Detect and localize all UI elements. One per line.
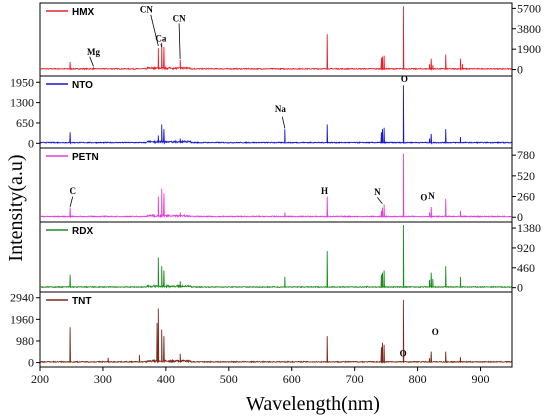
y-tick-label: 0 xyxy=(517,281,523,295)
y-tick-label: 3800 xyxy=(517,22,541,36)
panel-nto: NTO 0 650 1300 1950 Na O xyxy=(10,74,513,150)
x-tick-label: 500 xyxy=(220,372,238,386)
annotation-pointer xyxy=(150,14,159,47)
peak-annotation: C xyxy=(69,186,76,196)
peak-annotation: H xyxy=(321,186,328,196)
peak-annotation: O xyxy=(420,193,427,203)
y-tick-label: 1380 xyxy=(517,221,541,235)
legend-rdx: RDX xyxy=(46,226,93,237)
y-tick-label: 1300 xyxy=(10,96,34,110)
y-tick-label: 0 xyxy=(28,356,34,370)
legend-label: NTO xyxy=(72,80,93,91)
x-tick-label: 400 xyxy=(157,372,175,386)
legend-tnt: TNT xyxy=(46,296,91,307)
peak-annotation: Na xyxy=(275,104,286,114)
y-tick-label: 520 xyxy=(517,169,535,183)
panel-tnt: TNT 0 980 1960 2940 O O xyxy=(10,291,513,370)
peak-annotation: CN xyxy=(140,5,153,15)
peak-annotation: N xyxy=(428,191,435,201)
y-tick-label: 1900 xyxy=(517,42,541,56)
annotation-pointer xyxy=(377,197,383,204)
peak-annotation: O xyxy=(400,349,407,359)
x-tick-label: 300 xyxy=(94,372,112,386)
panel-frame xyxy=(39,291,513,368)
legend-label: RDX xyxy=(72,226,93,237)
peak-annotation: Mg xyxy=(87,47,100,57)
spectrum-line-rdx xyxy=(39,224,512,289)
y-tick-label: 260 xyxy=(517,190,535,204)
x-tick-label: 200 xyxy=(31,372,49,386)
legend-label: TNT xyxy=(72,296,91,307)
annotation-pointer xyxy=(89,56,94,67)
y-tick-label: 0 xyxy=(517,210,523,224)
y-tick-label: 980 xyxy=(16,334,34,348)
y-ticks-hmx: 0 1900 3800 5700 xyxy=(512,1,541,77)
x-axis: 200 300 400 500 600 700 800 900 xyxy=(31,367,490,386)
x-tick-label: 900 xyxy=(472,372,490,386)
x-tick-label: 800 xyxy=(409,372,427,386)
panel-rdx: RDX 0 460 920 1380 xyxy=(39,221,541,295)
spectrum-line-nto xyxy=(39,85,512,145)
y-tick-label: 5700 xyxy=(517,1,541,15)
peak-annotation: N xyxy=(374,187,381,197)
y-tick-label: 650 xyxy=(16,116,34,130)
y-tick-label: 1960 xyxy=(10,312,34,326)
y-tick-label: 1950 xyxy=(10,75,34,89)
legend-nto: NTO xyxy=(46,80,93,91)
panel-frame xyxy=(39,221,513,293)
y-tick-label: 0 xyxy=(517,63,523,77)
spectrum-line-petn xyxy=(39,153,512,219)
y-tick-label: 2940 xyxy=(10,291,34,305)
y-tick-label: 780 xyxy=(517,148,535,162)
legend-label: PETN xyxy=(72,152,99,163)
annotation-pointer xyxy=(281,116,286,129)
legend-label: HMX xyxy=(72,7,95,18)
peak-annotation: O xyxy=(432,327,439,337)
panel-hmx: HMX 0 1900 3800 5700 Mg CN Ca CN xyxy=(39,1,541,77)
x-tick-label: 700 xyxy=(346,372,364,386)
x-tick-label: 600 xyxy=(283,372,301,386)
panels-layer: HMX0190038005700MgCNCaCNNTO065013001950N… xyxy=(10,1,541,369)
panel-frame xyxy=(39,147,513,223)
y-ticks-rdx: 0 460 920 1380 xyxy=(512,221,541,295)
peak-annotation: CN xyxy=(173,13,186,23)
annotation-pointer xyxy=(69,196,74,207)
panel-frame xyxy=(39,2,513,77)
y-ticks-petn: 0 260 520 780 xyxy=(512,148,535,224)
legend-petn: PETN xyxy=(46,152,99,163)
y-tick-label: 920 xyxy=(517,241,535,255)
y-tick-label: 460 xyxy=(517,261,535,275)
annotation-pointer xyxy=(160,43,163,48)
annotation-pointer xyxy=(178,23,181,59)
y-tick-label: 0 xyxy=(28,136,34,150)
spectrum-line-hmx xyxy=(39,6,512,71)
y-ticks-nto: 0 650 1300 1950 xyxy=(10,75,40,150)
y-ticks-tnt: 0 980 1960 2940 xyxy=(10,291,40,370)
x-axis-label: Wavelength(nm) xyxy=(246,393,380,415)
y-axis-label: Intensity(a.u) xyxy=(5,154,27,261)
peak-annotation: O xyxy=(401,74,408,84)
peak-annotation: Ca xyxy=(155,34,166,44)
legend-hmx: HMX xyxy=(46,7,95,18)
spectrum-line-tnt xyxy=(39,299,512,364)
